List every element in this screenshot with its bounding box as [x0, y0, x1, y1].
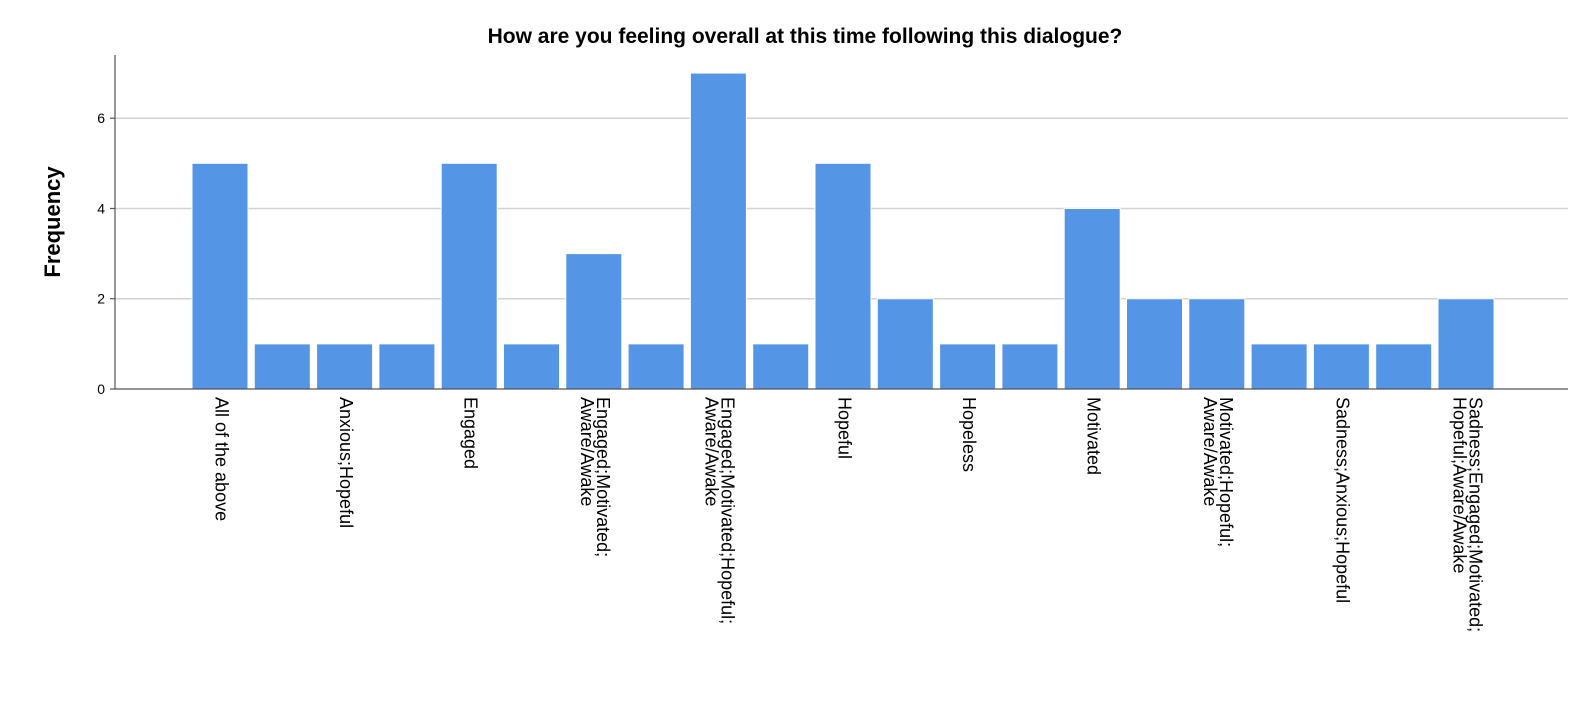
bar	[876, 298, 934, 390]
x-tick-label: Engaged	[460, 397, 480, 469]
bar	[627, 343, 685, 390]
x-tick-label: All of the above	[211, 397, 231, 521]
axes	[114, 55, 1568, 390]
y-tick-label: 6	[97, 110, 105, 126]
bar	[378, 343, 436, 390]
bar	[752, 343, 810, 390]
x-tick-label: Engaged;Motivated;	[593, 397, 613, 557]
y-axis-ticks: 0 2 4 6	[97, 110, 115, 397]
bar	[440, 162, 498, 390]
x-tick-label: Engaged;Motivated;Hopeful;	[718, 397, 738, 624]
x-tick-label: Aware/Awake	[702, 397, 722, 506]
bar	[814, 162, 872, 390]
x-axis-ticks: All of the above Anxious;Hopeful Engaged En…	[211, 397, 1485, 632]
bar	[565, 253, 623, 390]
bar	[1188, 298, 1246, 390]
bar	[253, 343, 311, 390]
bar	[191, 162, 249, 390]
bar	[1312, 343, 1370, 390]
y-axis-label: Frequency	[40, 166, 65, 278]
bar	[1250, 343, 1308, 390]
x-tick-label: Hopeful;Aware/Awake	[1449, 397, 1469, 573]
x-tick-label: Hopeful	[834, 397, 854, 459]
bar	[316, 343, 374, 390]
bar	[1126, 298, 1183, 390]
y-tick-label: 2	[97, 291, 105, 307]
y-tick-label: 0	[97, 381, 105, 397]
bars	[191, 72, 1495, 390]
bar	[689, 72, 747, 390]
x-tick-label: Anxious;Hopeful	[336, 397, 356, 528]
bar	[1437, 298, 1495, 390]
x-tick-label: Motivated;Hopeful;	[1216, 397, 1236, 547]
bar	[1063, 207, 1121, 390]
bar	[939, 343, 997, 390]
x-tick-label: Motivated	[1083, 397, 1103, 475]
y-tick-label: 4	[97, 200, 105, 216]
x-tick-label: Aware/Awake	[1200, 397, 1220, 506]
bar	[503, 343, 560, 390]
x-tick-label: Sadness;Engaged;Motivated;	[1465, 397, 1485, 632]
chart-title: How are you feeling overall at this time…	[488, 25, 1123, 48]
x-tick-label: Hopeless	[959, 397, 979, 472]
bar	[1375, 343, 1433, 390]
bar	[1001, 343, 1059, 390]
x-tick-label: Sadness;Anxious;Hopeful	[1333, 397, 1353, 603]
x-tick-label: Aware/Awake	[577, 397, 597, 506]
